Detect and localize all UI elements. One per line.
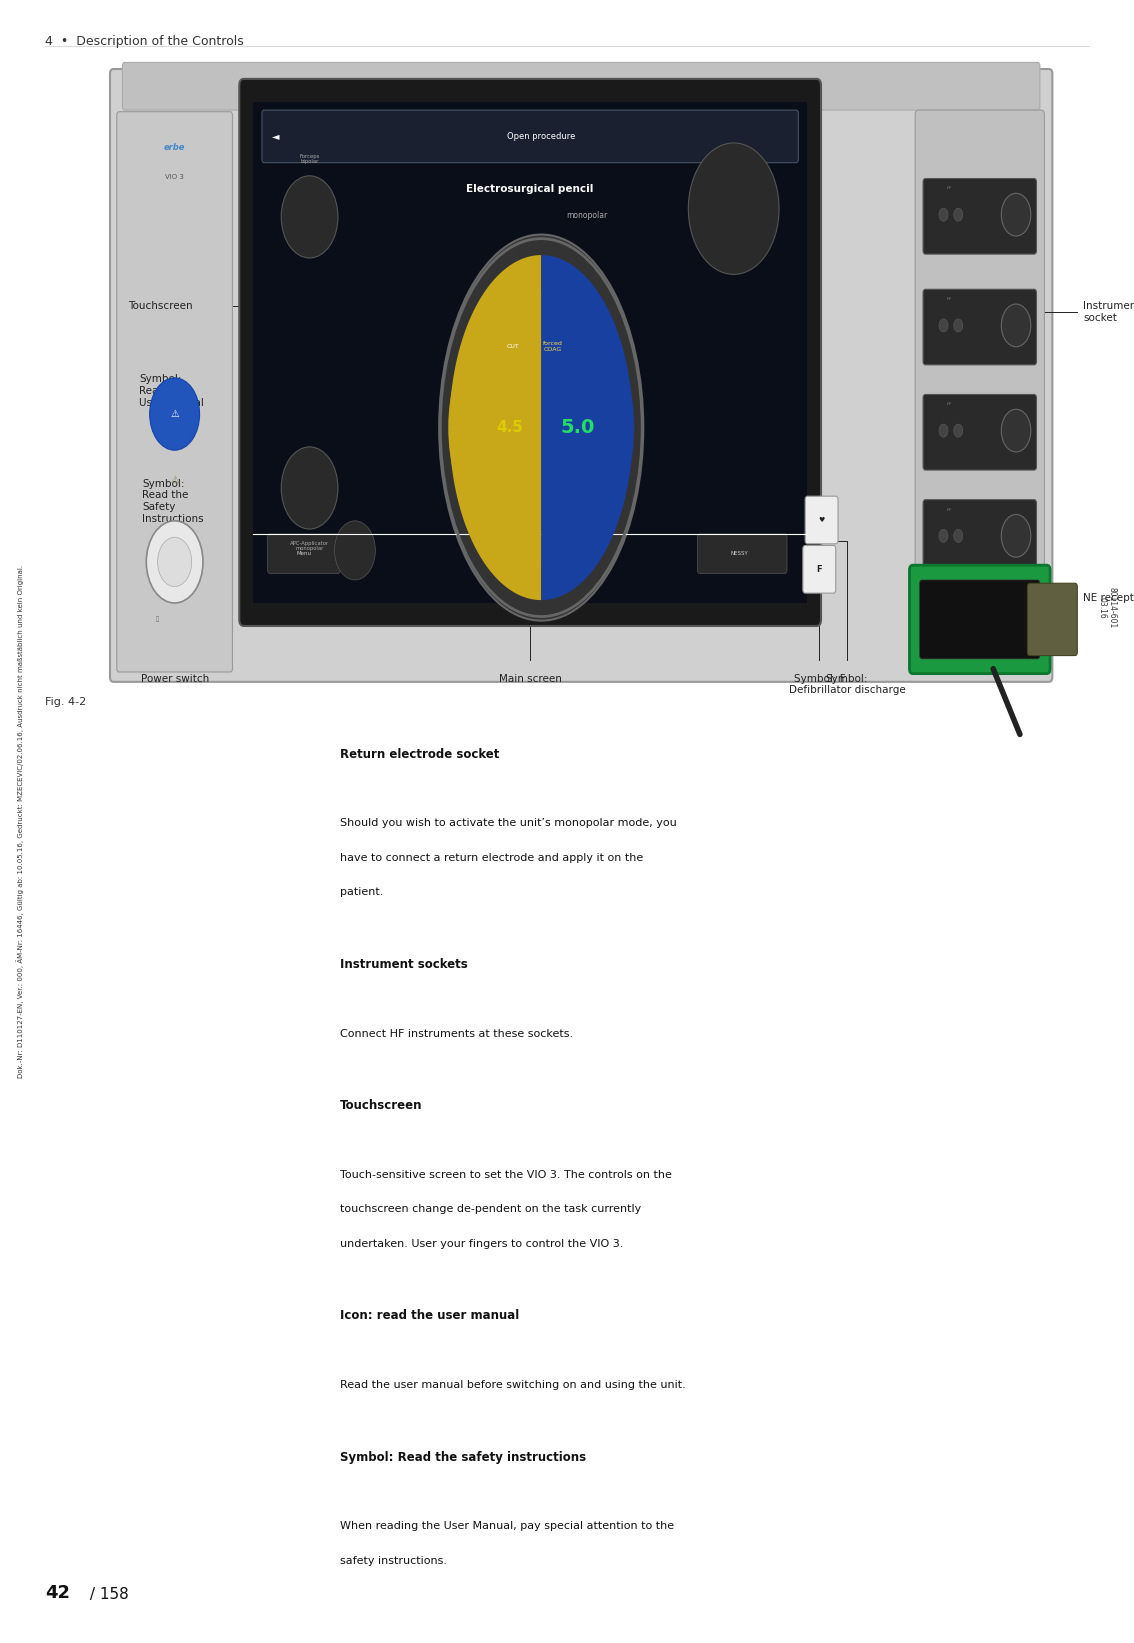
FancyBboxPatch shape [803, 545, 836, 593]
Circle shape [1001, 514, 1031, 557]
Circle shape [1001, 409, 1031, 452]
Text: ♥: ♥ [819, 518, 824, 522]
FancyBboxPatch shape [915, 110, 1044, 674]
Text: Menu: Menu [296, 550, 312, 557]
Text: Power switch: Power switch [141, 674, 209, 683]
Text: Touchscreen: Touchscreen [128, 301, 193, 311]
Text: HF: HF [947, 508, 953, 511]
Polygon shape [449, 255, 541, 600]
Text: Forceps
bipolar: Forceps bipolar [299, 153, 320, 164]
FancyBboxPatch shape [920, 580, 1040, 659]
FancyBboxPatch shape [923, 289, 1036, 365]
Text: HF: HF [947, 403, 953, 406]
FancyBboxPatch shape [923, 499, 1036, 575]
Circle shape [939, 424, 948, 437]
Text: NESSY: NESSY [730, 550, 748, 557]
FancyBboxPatch shape [239, 79, 821, 626]
Polygon shape [541, 255, 633, 600]
Text: have to connect a return electrode and apply it on the: have to connect a return electrode and a… [340, 853, 643, 863]
Text: 4  •  Description of the Controls: 4 • Description of the Controls [45, 35, 244, 48]
Circle shape [281, 176, 338, 258]
Circle shape [150, 378, 200, 450]
Circle shape [1001, 194, 1031, 237]
Text: 4.5: 4.5 [496, 421, 523, 435]
Wedge shape [541, 292, 634, 562]
Text: Open procedure: Open procedure [507, 131, 576, 141]
Text: ⏻: ⏻ [156, 616, 159, 623]
FancyBboxPatch shape [923, 179, 1036, 255]
FancyBboxPatch shape [253, 102, 807, 603]
Text: HF: HF [947, 186, 953, 191]
Text: ∧: ∧ [526, 549, 534, 559]
Text: APC-Applicator
monopolar: APC-Applicator monopolar [290, 541, 329, 552]
Circle shape [939, 529, 948, 542]
Text: patient.: patient. [340, 887, 383, 897]
Text: Symbol:
Defibrillator discharge: Symbol: Defibrillator discharge [789, 674, 905, 695]
Text: Symbol: Read the safety instructions: Symbol: Read the safety instructions [340, 1451, 586, 1464]
Text: erbe: erbe [164, 143, 185, 153]
Text: monopolar: monopolar [566, 210, 608, 220]
Text: Electrosurgical pencil: Electrosurgical pencil [466, 184, 594, 194]
Circle shape [954, 529, 963, 542]
Circle shape [939, 209, 948, 222]
Circle shape [954, 424, 963, 437]
Text: forced
COAG: forced COAG [543, 340, 562, 352]
Text: VIO 3: VIO 3 [166, 174, 184, 181]
Text: ⚠: ⚠ [170, 409, 179, 419]
Circle shape [939, 319, 948, 332]
FancyBboxPatch shape [697, 534, 787, 573]
FancyBboxPatch shape [117, 112, 232, 672]
FancyBboxPatch shape [262, 110, 798, 163]
Text: CUT: CUT [507, 343, 519, 348]
FancyBboxPatch shape [110, 69, 1052, 682]
Text: ⚠: ⚠ [170, 475, 179, 485]
Text: Icon: read the user manual: Icon: read the user manual [340, 1309, 519, 1323]
Circle shape [335, 521, 375, 580]
Text: F: F [816, 565, 822, 573]
Text: When reading the User Manual, pay special attention to the: When reading the User Manual, pay specia… [340, 1521, 675, 1531]
Text: / 158: / 158 [85, 1587, 129, 1602]
Text: safety instructions.: safety instructions. [340, 1556, 447, 1566]
FancyBboxPatch shape [268, 534, 340, 573]
Circle shape [281, 447, 338, 529]
FancyBboxPatch shape [909, 565, 1050, 674]
Text: Fig. 4-2: Fig. 4-2 [45, 697, 86, 706]
Circle shape [158, 537, 192, 587]
Text: 42: 42 [45, 1584, 70, 1602]
Text: Should you wish to activate the unit’s monopolar mode, you: Should you wish to activate the unit’s m… [340, 818, 677, 828]
FancyBboxPatch shape [805, 496, 838, 544]
Text: touchscreen change de-pendent on the task currently: touchscreen change de-pendent on the tas… [340, 1204, 642, 1214]
Ellipse shape [439, 235, 643, 621]
Text: ◄: ◄ [272, 131, 279, 141]
Text: Symbol:
Read the
User Manual: Symbol: Read the User Manual [139, 375, 204, 407]
Wedge shape [448, 292, 541, 562]
Text: Touch-sensitive screen to set the VIO 3. The controls on the: Touch-sensitive screen to set the VIO 3.… [340, 1170, 672, 1180]
Text: Dok.-Nr: D110127-EN, Ver.: 000, ÄM-Nr: 16446, Gültig ab: 10.05.16, Gedruckt: MZE: Dok.-Nr: D110127-EN, Ver.: 000, ÄM-Nr: 1… [17, 565, 24, 1078]
Text: Read the user manual before switching on and using the unit.: Read the user manual before switching on… [340, 1380, 686, 1390]
Circle shape [146, 521, 203, 603]
Text: Symbol:
Read the
Safety
Instructions: Symbol: Read the Safety Instructions [143, 478, 204, 524]
Text: Main screen: Main screen [499, 674, 561, 683]
Text: Instrument
socket: Instrument socket [1083, 301, 1134, 324]
Circle shape [1001, 304, 1031, 347]
Text: 80114-601
03.16: 80114-601 03.16 [1097, 587, 1117, 629]
Circle shape [954, 319, 963, 332]
Text: Return electrode socket: Return electrode socket [340, 748, 500, 761]
FancyBboxPatch shape [122, 62, 1040, 110]
Text: Symbol: F: Symbol: F [794, 674, 845, 683]
Text: 5.0: 5.0 [560, 417, 594, 437]
FancyBboxPatch shape [923, 394, 1036, 470]
FancyBboxPatch shape [1027, 583, 1077, 656]
Circle shape [688, 143, 779, 274]
Text: Connect HF instruments at these sockets.: Connect HF instruments at these sockets. [340, 1029, 574, 1038]
Text: HF: HF [947, 297, 953, 301]
Text: NE receptacle: NE receptacle [1083, 593, 1134, 603]
Circle shape [954, 209, 963, 222]
Text: Touchscreen: Touchscreen [340, 1099, 423, 1112]
Text: undertaken. User your fingers to control the VIO 3.: undertaken. User your fingers to control… [340, 1239, 624, 1249]
Text: Instrument sockets: Instrument sockets [340, 958, 468, 971]
